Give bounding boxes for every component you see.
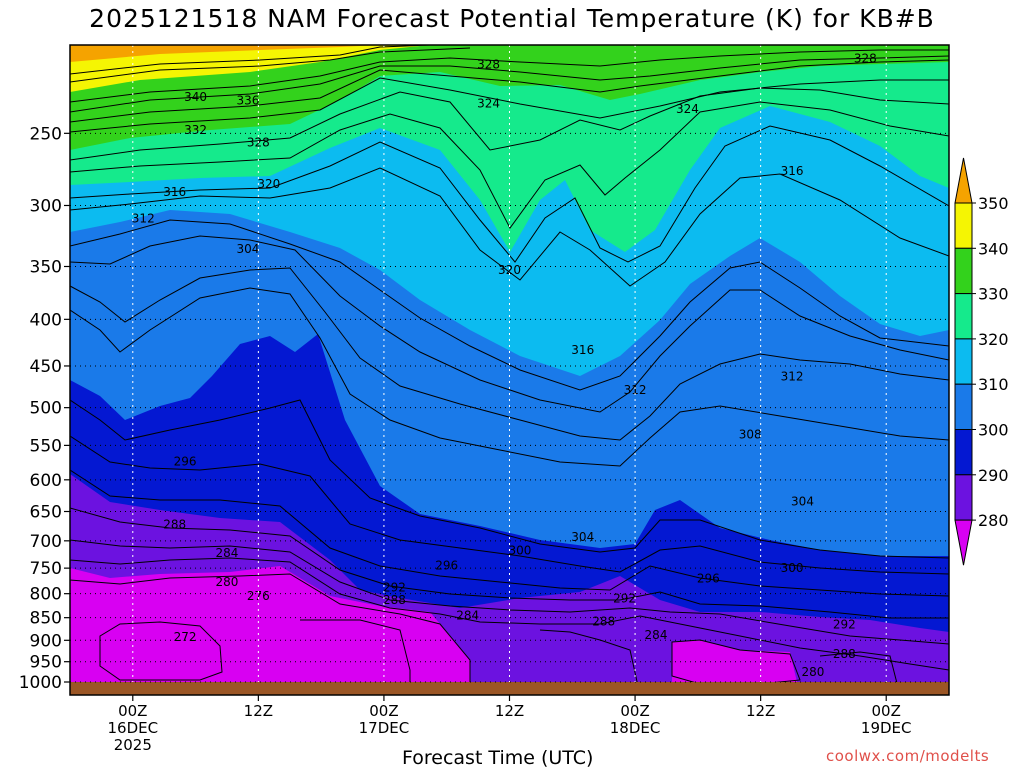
x-tick-label: 12Z	[495, 702, 524, 720]
contour-label: 284	[216, 546, 239, 560]
contour-label: 312	[132, 211, 155, 225]
y-tick-label: 850	[30, 609, 62, 629]
colorbar: 350 340 330 320 310 300 290 280	[954, 157, 1009, 566]
contour-label: 288	[383, 593, 406, 607]
contour-label: 284	[645, 628, 668, 642]
contour-label: 300	[781, 561, 804, 575]
contour-label: 316	[781, 164, 804, 178]
colorbar-tick-label: 320	[978, 330, 1009, 349]
contour-label: 300	[509, 543, 532, 557]
contour-label: 340	[184, 90, 207, 104]
x-tick-label: 00Z	[118, 702, 147, 720]
y-tick-label: 300	[30, 196, 62, 216]
y-tick-label: 500	[30, 399, 62, 419]
y-tick-label: 350	[30, 257, 62, 277]
chart-title: 2025121518 NAM Forecast Potential Temper…	[89, 4, 935, 33]
x-tick-label: 2025	[114, 736, 152, 754]
contour-label: 320	[257, 177, 280, 191]
contour-label: 288	[163, 518, 186, 532]
contour-label: 292	[833, 618, 856, 632]
y-tick-label: 900	[30, 631, 62, 651]
colorbar-tick-label: 340	[978, 239, 1009, 258]
colorbar-band	[954, 338, 973, 385]
temperature-band-magenta	[70, 566, 470, 695]
colorbar-tick-label: 280	[978, 511, 1009, 530]
y-tick-label: 600	[30, 471, 62, 491]
colorbar-band	[954, 202, 973, 249]
x-tick-label: 17DEC	[359, 719, 410, 737]
y-axis-ticks: 2503003504004505005506006507007508008509…	[19, 124, 70, 693]
contour-label: 280	[802, 665, 825, 679]
colorbar-band	[954, 474, 973, 521]
contour-label: 288	[592, 614, 615, 628]
y-tick-label: 450	[30, 357, 62, 377]
contour-label: 296	[697, 572, 720, 586]
y-tick-label: 400	[30, 310, 62, 330]
colorbar-band	[954, 293, 973, 340]
contour-label: 304	[571, 530, 594, 544]
y-tick-label: 950	[30, 653, 62, 673]
contour-label: 312	[624, 383, 647, 397]
contour-label: 328	[477, 57, 500, 71]
contour-label: 328	[854, 52, 877, 66]
x-axis-label: Forecast Time (UTC)	[402, 747, 594, 769]
colorbar-bottom-extension	[954, 519, 973, 566]
contour-label: 304	[791, 495, 814, 509]
x-tick-label: 00Z	[369, 702, 398, 720]
grid-lines	[70, 45, 949, 683]
colorbar-tick-label: 310	[978, 375, 1009, 394]
contour-label: 296	[174, 455, 197, 469]
x-tick-label: 00Z	[620, 702, 649, 720]
contour-label: 324	[676, 102, 699, 116]
contour-label: 304	[236, 242, 259, 256]
colorbar-tick-label: 330	[978, 285, 1009, 304]
contour-label: 316	[163, 185, 186, 199]
contour-label: 296	[435, 558, 458, 572]
contour-label: 284	[456, 608, 479, 622]
contour-label: 312	[781, 369, 804, 383]
contour-label: 292	[383, 581, 406, 595]
colorbar-tick-label: 300	[978, 421, 1009, 440]
ground-surface	[70, 682, 949, 695]
contour-label: 316	[571, 343, 594, 357]
x-tick-label: 00Z	[872, 702, 901, 720]
colorbar-band	[954, 383, 973, 431]
contour-label: 336	[236, 93, 259, 107]
contour-label: 276	[247, 589, 270, 603]
y-tick-label: 750	[30, 559, 62, 579]
y-tick-label: 1000	[19, 673, 62, 693]
colorbar-top-extension	[954, 157, 973, 204]
y-tick-label: 800	[30, 585, 62, 605]
colorbar-tick-label: 290	[978, 466, 1009, 485]
colorbar-band	[954, 429, 973, 476]
x-tick-label: 12Z	[244, 702, 273, 720]
contour-lines	[70, 45, 949, 695]
contour-label: 292	[613, 592, 636, 606]
contour-label: 288	[833, 647, 856, 661]
temperature-band-magenta-east	[672, 640, 800, 695]
y-tick-label: 650	[30, 503, 62, 523]
contour-label: 272	[174, 630, 197, 644]
y-tick-label: 550	[30, 436, 62, 456]
y-tick-label: 700	[30, 532, 62, 552]
x-tick-label: 12Z	[746, 702, 775, 720]
contour-label: 280	[216, 575, 239, 589]
y-tick-label: 250	[30, 124, 62, 144]
contour-label: 332	[184, 123, 207, 137]
credit-link[interactable]: coolwx.com/modelts	[826, 747, 990, 765]
x-tick-label: 18DEC	[610, 719, 661, 737]
contour-label: 324	[477, 97, 500, 111]
colorbar-band	[954, 247, 973, 295]
contour-label: 308	[739, 427, 762, 441]
x-tick-label: 19DEC	[861, 719, 912, 737]
colorbar-tick-label: 350	[978, 194, 1009, 213]
x-tick-label: 16DEC	[107, 719, 158, 737]
